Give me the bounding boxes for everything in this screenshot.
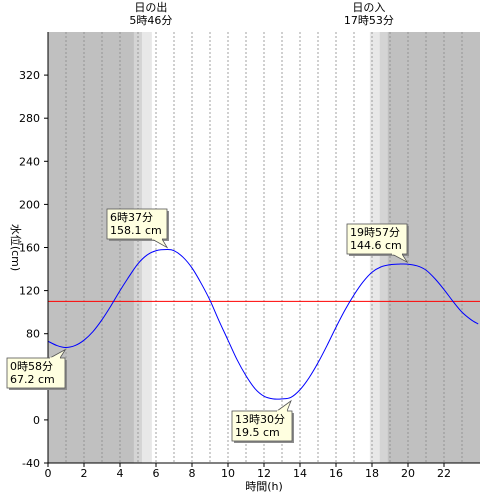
- x-tick-label: 4: [117, 467, 124, 480]
- annotation-value: 144.6 cm: [350, 239, 402, 252]
- day-band: [151, 32, 370, 463]
- annotation-time: 19時57分: [350, 226, 400, 239]
- series-group: [47, 249, 479, 400]
- y-tick-label: 200: [19, 198, 40, 211]
- x-tick-label: 8: [189, 467, 196, 480]
- y-tick-label: -40: [22, 457, 40, 470]
- annotation-time: 0時58分: [10, 360, 53, 373]
- annotation-box: [346, 223, 408, 255]
- x-tick-label: 22: [437, 467, 451, 480]
- x-axis-label: 時間(h): [245, 480, 283, 493]
- y-tick-label: 280: [19, 112, 40, 125]
- y-tick-label: 120: [19, 285, 40, 298]
- x-tick-label: 12: [257, 467, 271, 480]
- tide-line: [47, 249, 479, 400]
- x-tick-label: 2: [81, 467, 88, 480]
- x-tick-label: 18: [365, 467, 379, 480]
- x-tick-label: 20: [401, 467, 415, 480]
- sunset-label: 日の入: [352, 1, 385, 14]
- x-tick-label: 0: [45, 467, 52, 480]
- annotation-value: 158.1 cm: [110, 224, 162, 237]
- sunrise-label: 日の出: [134, 0, 167, 14]
- x-tick-label: 10: [221, 467, 235, 480]
- x-tick-label: 14: [293, 467, 307, 480]
- annotation-box: [106, 208, 168, 240]
- sunset-time: 17時53分: [344, 14, 394, 27]
- y-tick-label: 0: [33, 414, 40, 427]
- y-tick-label: 240: [19, 155, 40, 168]
- annotation-time: 6時37分: [110, 211, 153, 224]
- y-axis-label: 水位(cm): [9, 224, 23, 271]
- sunrise-time: 5時46分: [129, 14, 172, 27]
- annotation-box: [231, 410, 293, 442]
- annotation-time: 13時30分: [235, 413, 285, 426]
- annotation-value: 67.2 cm: [10, 373, 55, 386]
- x-tick-label: 6: [153, 467, 160, 480]
- x-tick-label: 16: [329, 467, 343, 480]
- annotation-box: [6, 357, 66, 389]
- axes: -400408012016020024028032002468101214161…: [19, 32, 480, 480]
- y-tick-label: 80: [26, 328, 40, 341]
- annotation-value: 19.5 cm: [235, 426, 280, 439]
- y-tick-label: 320: [19, 69, 40, 82]
- y-tick-label: 160: [19, 242, 40, 255]
